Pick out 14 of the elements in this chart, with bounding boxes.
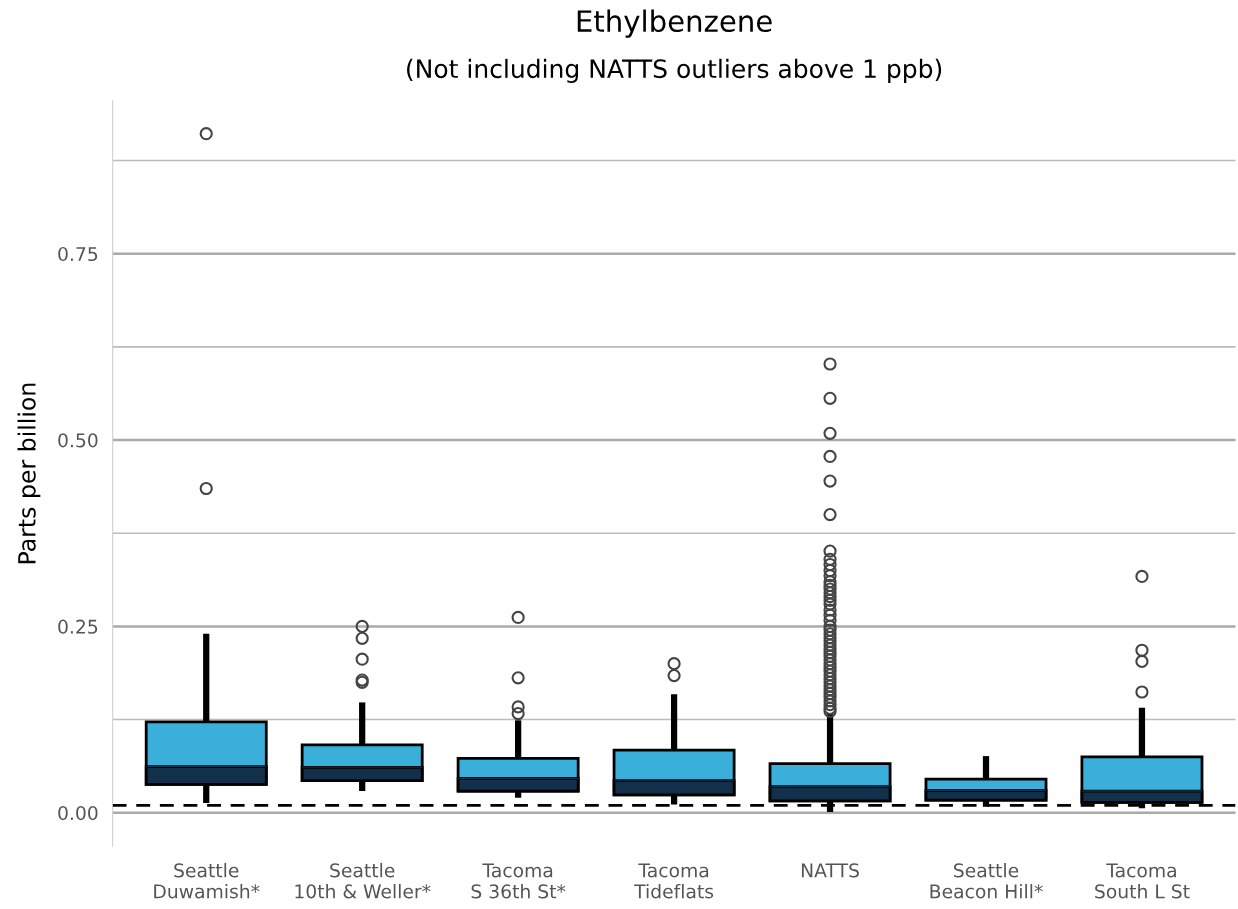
y-tick-label: 0.75: [58, 246, 98, 262]
y-axis-title: Parts per billion: [17, 383, 41, 564]
x-tick-label: Tacoma South L St: [1095, 863, 1190, 899]
y-tick-label: 0.00: [58, 805, 98, 821]
y-tick-label: 0.50: [58, 433, 98, 448]
x-tick-label: Tacoma Tideflats: [634, 863, 714, 899]
y-tick-label: 0.25: [58, 619, 98, 634]
x-tick-label: NATTS: [801, 863, 859, 878]
chart-title: Ethylbenzene: [577, 9, 772, 38]
x-tick-label: Seattle 10th & Weller*: [295, 862, 431, 899]
x-tick-label: Seattle Beacon Hill*: [930, 862, 1043, 899]
x-tick-label: Tacoma S 36th St*: [471, 863, 566, 899]
x-tick-label: Seattle Duwamish*: [154, 862, 260, 899]
chart-subtitle: (Not including NATTS outliers above 1 ppb): [407, 58, 942, 83]
